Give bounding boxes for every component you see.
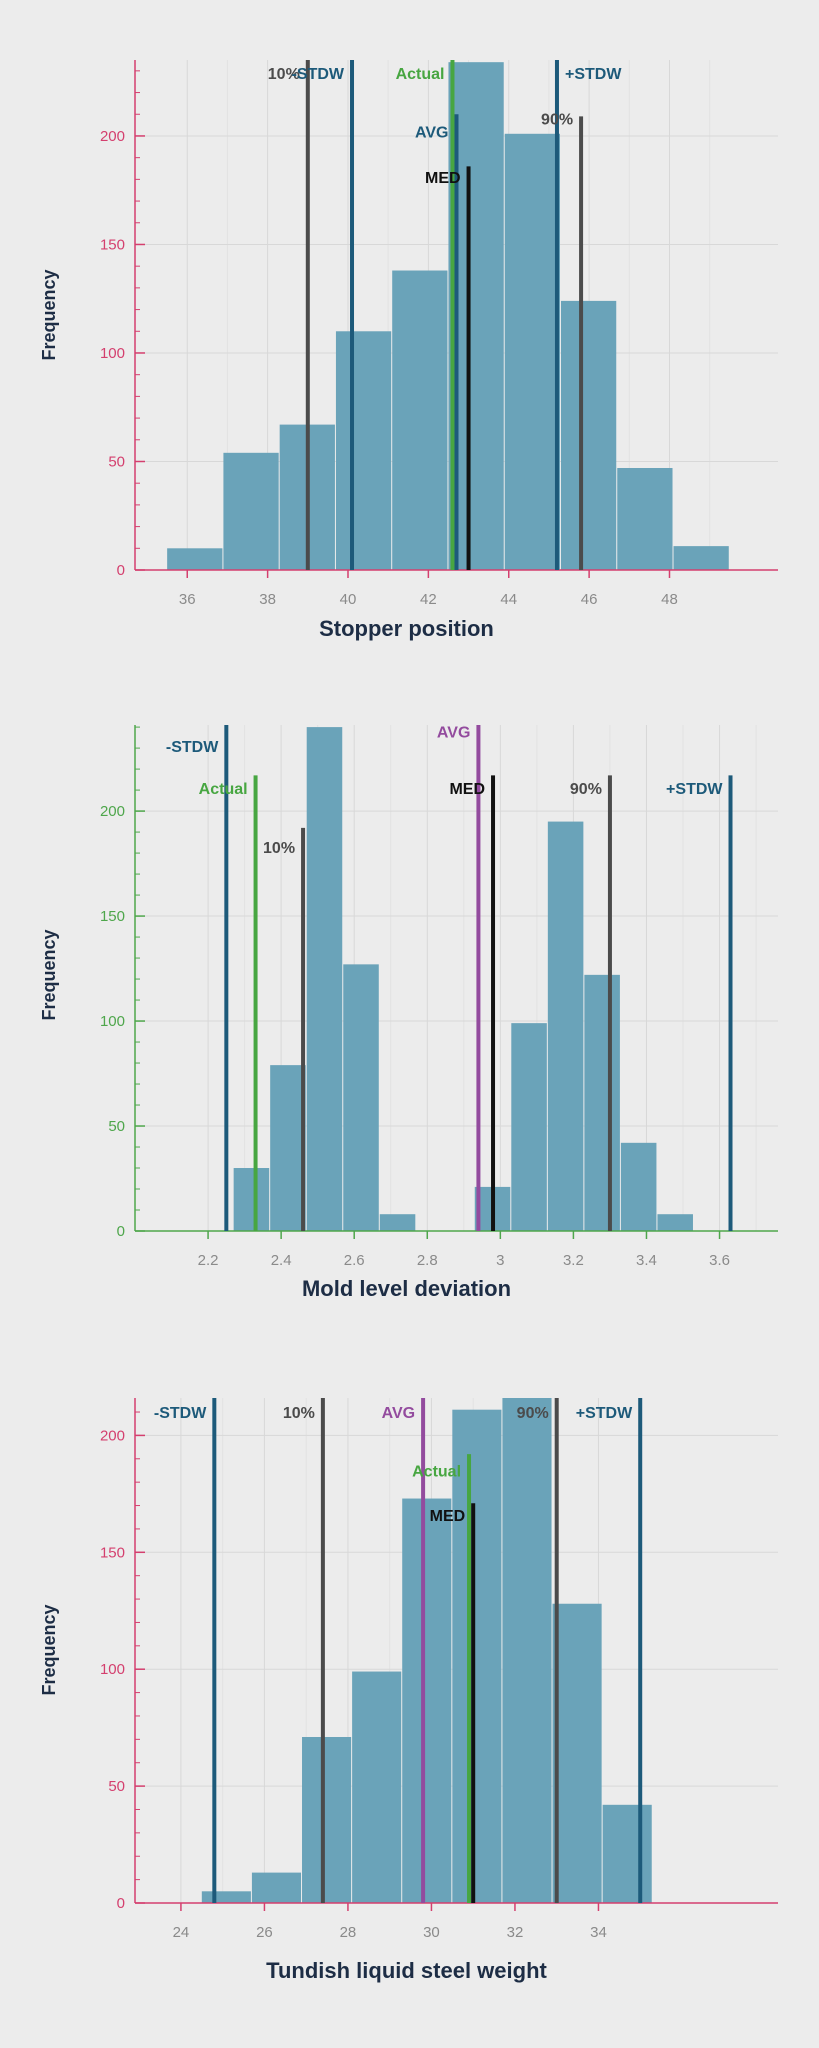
histogram-bar — [560, 300, 617, 570]
marker-label: 10% — [283, 1405, 315, 1422]
x-tick-label: 36 — [179, 591, 196, 608]
x-tick-label: 2.2 — [198, 1252, 219, 1269]
y-tick-label: 100 — [100, 1013, 125, 1030]
marker-label: +STDW — [666, 781, 723, 798]
y-tick-label: 50 — [108, 1778, 125, 1795]
x-tick-label: 2.6 — [344, 1252, 365, 1269]
x-tick-label: 48 — [661, 591, 678, 608]
marker-label: 90% — [541, 112, 573, 129]
marker-label: -STDW — [166, 739, 219, 756]
marker-label: MED — [425, 170, 461, 187]
x-tick-label: 26 — [256, 1924, 273, 1941]
histogram-bar — [167, 548, 223, 570]
x-tick-label: 30 — [423, 1924, 440, 1941]
x-tick-label: 32 — [507, 1924, 524, 1941]
marker-label: 90% — [570, 781, 602, 798]
marker-label: +STDW — [576, 1405, 633, 1422]
histogram-stopper-position: 0 50 100 150 200 36 38 40 42 44 46 48 Stopper positi… — [39, 60, 778, 641]
marker-label: AVG — [382, 1405, 415, 1422]
y-axis-title: Frequency — [39, 1604, 59, 1695]
x-axis-title: Mold level deviation — [302, 1276, 511, 1301]
x-axis-title: Tundish liquid steel weight — [266, 1958, 547, 1983]
marker-label: MED — [449, 781, 485, 798]
histogram-bar — [511, 1023, 547, 1231]
x-tick-label: 24 — [173, 1924, 190, 1941]
x-tick-label: 2.8 — [417, 1252, 438, 1269]
histogram-bar — [379, 1214, 416, 1231]
histogram-bar — [343, 964, 379, 1231]
histogram-bar — [223, 452, 279, 570]
y-tick-label: 50 — [108, 1118, 125, 1135]
histogram-bar — [352, 1671, 402, 1903]
marker-label: AVG — [437, 724, 470, 741]
marker-label: +STDW — [565, 66, 622, 83]
histogram-bar — [335, 331, 392, 570]
histogram-bar — [306, 727, 343, 1231]
y-tick-label: 150 — [100, 236, 125, 253]
marker-label: 90% — [517, 1405, 549, 1422]
x-tick-label: 3.6 — [709, 1252, 730, 1269]
marker-label: Actual — [396, 66, 445, 83]
histogram-bar — [302, 1737, 352, 1903]
y-tick-label: 100 — [100, 1661, 125, 1678]
x-tick-label: 44 — [500, 591, 517, 608]
y-tick-label: 0 — [117, 562, 125, 579]
y-tick-label: 150 — [100, 908, 125, 925]
histogram-bar — [504, 133, 560, 570]
x-axis-title: Stopper position — [319, 616, 494, 641]
histogram-bar — [502, 1398, 552, 1903]
histogram-tundish-liquid-steel-weight: 0 50 100 150 200 24 26 28 30 32 34 Tundish liquid s… — [39, 1398, 778, 1983]
x-tick-label: 2.4 — [271, 1252, 292, 1269]
histogram-bar — [452, 1409, 502, 1903]
x-tick-label: 42 — [420, 591, 437, 608]
marker-label: Actual — [199, 781, 248, 798]
y-tick-label: 200 — [100, 803, 125, 820]
y-tick-label: 150 — [100, 1544, 125, 1561]
marker-label: 10% — [263, 840, 295, 857]
marker-label: AVG — [415, 125, 448, 142]
histogram-bar — [620, 1142, 657, 1231]
histogram-bar — [392, 270, 448, 570]
x-tick-label: 3.4 — [636, 1252, 657, 1269]
marker-label: MED — [430, 1508, 466, 1525]
y-tick-label: 0 — [117, 1895, 125, 1912]
histogram-bar — [673, 546, 729, 570]
histogram-bar — [251, 1872, 302, 1903]
x-tick-label: 46 — [581, 591, 598, 608]
x-tick-label: 3.2 — [563, 1252, 584, 1269]
histogram-bar — [547, 821, 584, 1231]
y-tick-label: 200 — [100, 1427, 125, 1444]
x-tick-label: 34 — [590, 1924, 607, 1941]
marker-label: Actual — [412, 1463, 461, 1480]
histogram-bar — [201, 1891, 251, 1903]
histogram-bar — [402, 1498, 452, 1903]
histogram-bar — [584, 974, 620, 1231]
x-tick-label: 3 — [496, 1252, 504, 1269]
marker-label: -STDW — [154, 1405, 207, 1422]
histogram-bar — [602, 1804, 652, 1903]
histogram-bar — [233, 1168, 270, 1231]
histogram-bar — [657, 1214, 693, 1231]
histogram-bar — [552, 1603, 602, 1903]
y-tick-label: 200 — [100, 128, 125, 145]
x-tick-label: 40 — [340, 591, 357, 608]
y-tick-label: 0 — [117, 1223, 125, 1240]
y-tick-label: 50 — [108, 453, 125, 470]
histogram-mold-level-deviation: 0 50 100 150 200 2.2 2.4 2.6 2.8 3 3.2 3.4 3.6 Mold l… — [39, 724, 778, 1301]
y-axis-title: Frequency — [39, 269, 59, 360]
marker-label: 10% — [268, 66, 300, 83]
marker-label: -STDW — [292, 66, 345, 83]
histogram-bar — [270, 1065, 306, 1231]
x-tick-label: 28 — [340, 1924, 357, 1941]
x-tick-label: 38 — [259, 591, 276, 608]
y-tick-label: 100 — [100, 345, 125, 362]
histogram-bar — [617, 468, 673, 570]
y-axis-title: Frequency — [39, 929, 59, 1020]
